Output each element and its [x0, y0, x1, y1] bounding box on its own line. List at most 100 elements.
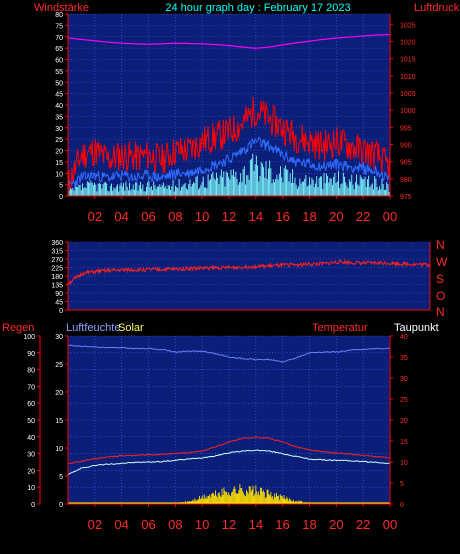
- gust-line: [67, 97, 391, 192]
- x-tick-label: 00: [383, 209, 397, 224]
- right-tick-label: 40: [400, 334, 408, 341]
- x-tick-label: 16: [275, 209, 289, 224]
- right-tick-label: 30: [400, 376, 408, 383]
- left-tick-label: 25: [55, 137, 63, 144]
- dir-label-n-top: N: [436, 238, 445, 252]
- left-tick-label: 30: [27, 452, 35, 459]
- x-tick-label: 06: [141, 209, 155, 224]
- left-tick-label: 65: [55, 46, 63, 53]
- left-tick-label: 80: [27, 368, 35, 375]
- left-tick-label: 5: [59, 183, 63, 190]
- x-tick-label: 10: [195, 517, 209, 532]
- left-tick-label: 135: [51, 283, 63, 290]
- pressure-line: [67, 34, 391, 49]
- wind-direction-line: [67, 258, 431, 285]
- x-tick-label: 20: [329, 517, 343, 532]
- temperature-line: [67, 436, 391, 465]
- left-tick-label: 70: [55, 35, 63, 42]
- right-tick-label: 10: [400, 460, 408, 467]
- left-tick-label: 90: [27, 351, 35, 358]
- left-tick-label: 80: [55, 12, 63, 19]
- left-tick-label: 10: [55, 446, 63, 453]
- x-tick-label: 14: [249, 209, 263, 224]
- left-tick-label: 100: [23, 334, 35, 341]
- x-tick-label: 20: [329, 209, 343, 224]
- left-tick-label: 10: [55, 171, 63, 178]
- label-temperatur: Temperatur: [312, 322, 368, 334]
- left-tick-label: 20: [27, 468, 35, 475]
- left-tick-label: 180: [51, 274, 63, 281]
- left-tick-label: 15: [55, 418, 63, 425]
- label-solar: Solar: [118, 322, 144, 334]
- left-tick-label: 20: [55, 149, 63, 156]
- right-tick-label: 5: [400, 481, 404, 488]
- x-tick-label: 04: [114, 517, 128, 532]
- wind-min-series: [67, 153, 390, 196]
- left-tick-label: 315: [51, 249, 63, 256]
- right-tick-label: 1025: [400, 22, 416, 29]
- left-tick-label: 40: [55, 103, 63, 110]
- left-tick-label: 60: [27, 401, 35, 408]
- x-tick-label: 00: [383, 517, 397, 532]
- dir-label-n-bottom: N: [436, 305, 445, 319]
- left-axis-title: Windstärke: [34, 2, 89, 14]
- right-tick-label: 1020: [400, 39, 416, 46]
- header: Windstärke 24 hour graph day : February …: [34, 2, 460, 14]
- right-tick-label: 995: [400, 125, 412, 132]
- panel3-labels: Regen Luftfeuchte Solar Temperatur Taupu…: [2, 322, 439, 334]
- x-tick-label: 06: [141, 517, 155, 532]
- x-tick-label: 08: [168, 517, 182, 532]
- x-tick-label: 08: [168, 209, 182, 224]
- left-tick-label: 5: [59, 474, 63, 481]
- left-tick-label: 90: [55, 291, 63, 298]
- left-tick-label: 0: [59, 308, 63, 315]
- x-tick-label: 10: [195, 209, 209, 224]
- dir-label-o: O: [436, 289, 445, 303]
- label-regen: Regen: [2, 322, 34, 334]
- left-tick-label: 50: [55, 80, 63, 87]
- right-tick-label: 1010: [400, 74, 416, 81]
- humidity-line: [67, 344, 391, 363]
- dir-label-s: S: [436, 272, 444, 286]
- left-tick-label: 360: [51, 240, 63, 247]
- left-tick-label: 225: [51, 266, 63, 273]
- x-tick-label: 12: [222, 517, 236, 532]
- right-tick-label: 20: [400, 418, 408, 425]
- x-tick-label: 22: [356, 209, 370, 224]
- right-tick-label: 1005: [400, 91, 416, 98]
- left-tick-label: 45: [55, 300, 63, 307]
- left-tick-label: 45: [55, 92, 63, 99]
- right-tick-label: 1000: [400, 108, 416, 115]
- right-tick-label: 15: [400, 439, 408, 446]
- left-tick-label: 30: [55, 126, 63, 133]
- panel-wind-pressure: 0510152025303540455055606570758097598098…: [55, 12, 415, 224]
- dewpoint-line: [67, 449, 391, 476]
- x-tick-label: 02: [88, 209, 102, 224]
- right-tick-label: 25: [400, 397, 408, 404]
- left-tick-label: 40: [27, 435, 35, 442]
- label-taupunkt: Taupunkt: [394, 322, 439, 334]
- x-tick-label: 04: [114, 209, 128, 224]
- left-tick-label: 60: [55, 58, 63, 65]
- left-tick-label: 0: [59, 194, 63, 201]
- label-luftfeuchte: Luftfeuchte: [66, 322, 120, 334]
- left-tick-label: 20: [55, 390, 63, 397]
- wind-speed-line: [67, 136, 391, 192]
- x-tick-label: 18: [302, 517, 316, 532]
- right-tick-label: 985: [400, 160, 412, 167]
- x-tick-label: 16: [275, 517, 289, 532]
- x-tick-label: 02: [88, 517, 102, 532]
- right-tick-label: 975: [400, 194, 412, 201]
- x-tick-label: 14: [249, 517, 263, 532]
- left-tick-label: 30: [55, 334, 63, 341]
- left-tick-label: 50: [27, 418, 35, 425]
- x-tick-label: 18: [302, 209, 316, 224]
- left-tick-label: 55: [55, 69, 63, 76]
- left-tick-label: 10: [27, 485, 35, 492]
- left-tick-label: 0: [59, 502, 63, 509]
- x-tick-label: 22: [356, 517, 370, 532]
- left-tick-label: 15: [55, 160, 63, 167]
- dir-label-w: W: [436, 255, 448, 269]
